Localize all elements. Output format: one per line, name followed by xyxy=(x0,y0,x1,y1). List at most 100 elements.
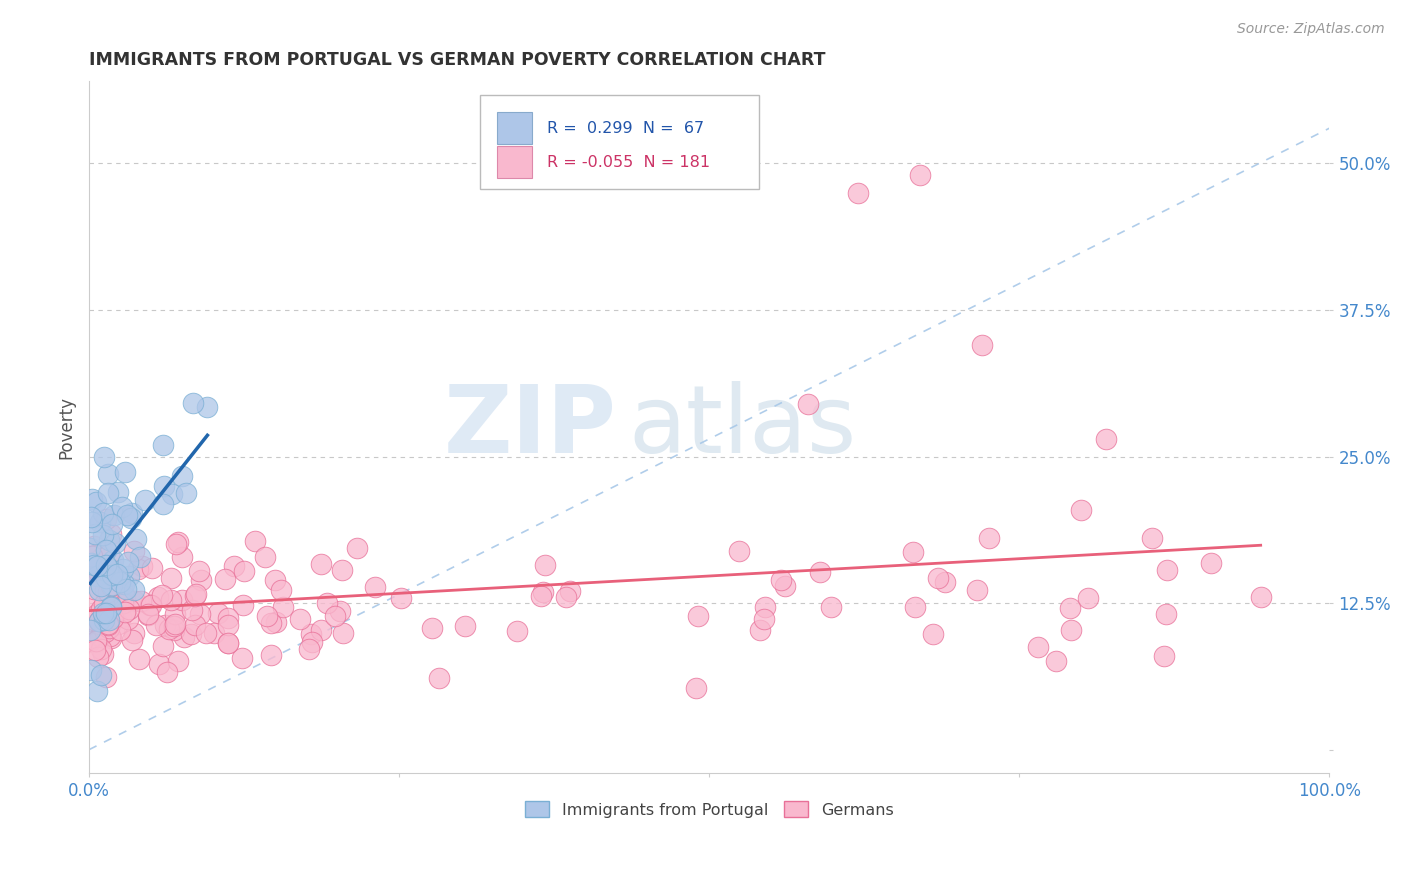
Point xyxy=(184,587,207,601)
Point xyxy=(688,608,710,623)
Point xyxy=(558,584,581,599)
Point xyxy=(80,549,103,563)
Point xyxy=(89,616,111,631)
Point xyxy=(89,515,111,529)
Point xyxy=(160,571,183,585)
Point xyxy=(79,634,101,648)
Point xyxy=(129,594,152,608)
Point xyxy=(188,607,211,621)
Point xyxy=(101,567,124,582)
Point xyxy=(160,592,183,607)
Point xyxy=(184,618,207,632)
Point xyxy=(101,516,124,531)
Point xyxy=(101,578,124,592)
Point xyxy=(752,612,775,626)
Point xyxy=(108,623,131,637)
Point xyxy=(93,597,115,611)
Point xyxy=(160,487,183,501)
Point xyxy=(103,566,125,580)
Point xyxy=(98,568,121,582)
Point xyxy=(1154,607,1177,622)
Point xyxy=(97,585,120,599)
Point xyxy=(107,485,129,500)
Point xyxy=(100,631,122,645)
Point xyxy=(555,590,578,604)
Point xyxy=(101,609,124,624)
Point xyxy=(908,168,931,182)
Point xyxy=(346,541,368,555)
Point xyxy=(112,597,135,611)
Bar xyxy=(498,146,531,178)
Point xyxy=(146,590,169,604)
Point xyxy=(127,562,149,576)
Point xyxy=(103,508,125,523)
Point xyxy=(163,619,186,633)
Point xyxy=(301,634,323,648)
Point xyxy=(243,533,266,548)
Point xyxy=(138,598,160,612)
Point xyxy=(96,571,118,585)
Point xyxy=(124,583,146,598)
Point xyxy=(217,636,239,650)
Point xyxy=(97,467,120,481)
Point xyxy=(84,643,107,657)
Text: R =  0.299  N =  67: R = 0.299 N = 67 xyxy=(547,121,704,136)
Point xyxy=(122,625,145,640)
Point xyxy=(194,625,217,640)
Point xyxy=(232,599,254,613)
Point xyxy=(111,596,134,610)
Point xyxy=(87,615,110,629)
Text: Source: ZipAtlas.com: Source: ZipAtlas.com xyxy=(1237,22,1385,37)
Point xyxy=(1077,591,1099,605)
Point xyxy=(166,535,188,549)
Point xyxy=(174,486,197,500)
Point xyxy=(364,580,387,594)
Point xyxy=(299,627,322,641)
Bar xyxy=(498,112,531,145)
Point xyxy=(152,497,174,511)
Point xyxy=(112,577,135,591)
Point xyxy=(1156,563,1178,577)
Point xyxy=(91,528,114,542)
Point xyxy=(89,566,111,580)
Point xyxy=(114,605,136,619)
Point xyxy=(454,619,477,633)
Text: R = -0.055  N = 181: R = -0.055 N = 181 xyxy=(547,155,710,169)
Point xyxy=(152,438,174,452)
Point xyxy=(83,558,105,573)
Point xyxy=(152,478,174,492)
Point xyxy=(531,585,554,599)
Y-axis label: Poverty: Poverty xyxy=(58,396,75,458)
Point xyxy=(217,618,239,632)
Point xyxy=(166,654,188,668)
Point xyxy=(97,533,120,547)
Point xyxy=(148,657,170,671)
Point xyxy=(111,500,134,514)
Point xyxy=(97,617,120,632)
Point xyxy=(217,611,239,625)
Point xyxy=(769,573,792,587)
Point xyxy=(202,625,225,640)
Point xyxy=(131,559,153,574)
Point xyxy=(163,623,186,637)
Legend: Immigrants from Portugal, Germans: Immigrants from Portugal, Germans xyxy=(519,795,900,824)
Point xyxy=(727,544,749,558)
Point xyxy=(86,569,108,583)
Point xyxy=(1060,623,1083,637)
Point xyxy=(173,630,195,644)
Point xyxy=(797,397,820,411)
Point xyxy=(152,640,174,654)
Point xyxy=(264,615,287,629)
Point xyxy=(112,562,135,576)
Point xyxy=(117,555,139,569)
Point xyxy=(1199,557,1222,571)
Point xyxy=(124,594,146,608)
Point xyxy=(934,575,956,590)
Point xyxy=(136,607,159,622)
Point xyxy=(80,556,103,570)
Point xyxy=(773,579,796,593)
Point xyxy=(94,625,117,640)
Point xyxy=(155,617,177,632)
Text: ZIP: ZIP xyxy=(443,381,616,474)
Point xyxy=(197,400,219,414)
